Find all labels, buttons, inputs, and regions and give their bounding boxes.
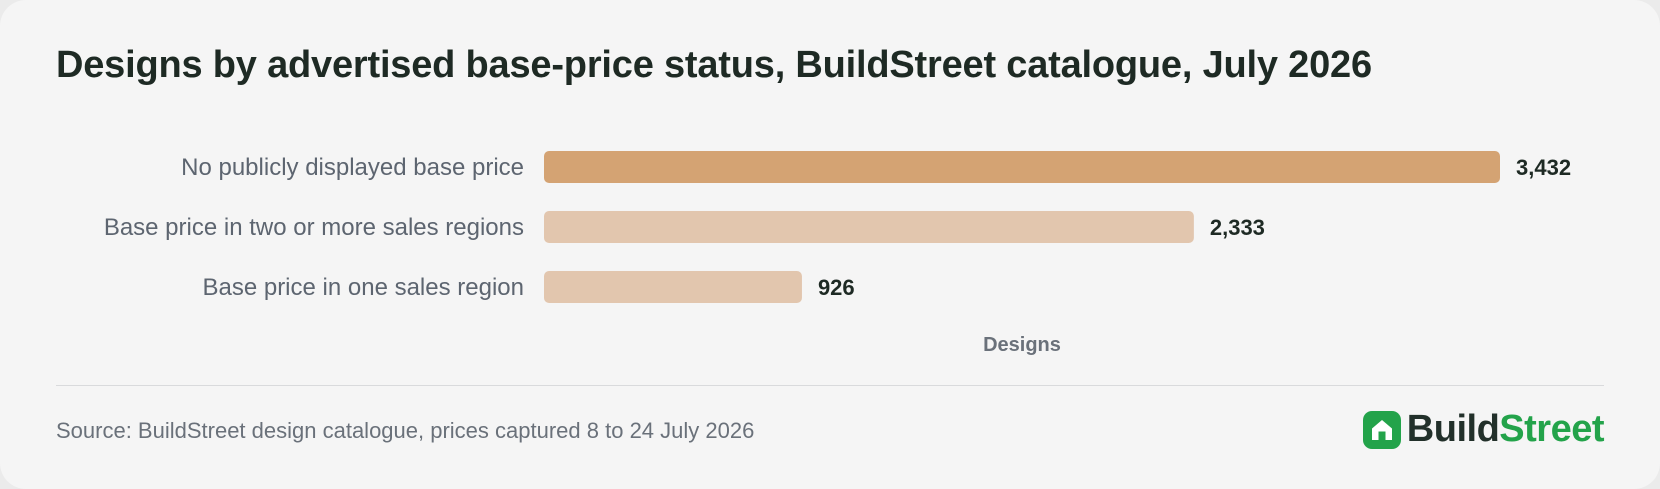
value-label: 3,432 (1516, 155, 1571, 180)
bar-chart: No publicly displayed base price 3,432 Bas… (104, 151, 1571, 356)
bar (544, 271, 802, 303)
brand-wordmark: BuildStreet (1406, 408, 1605, 451)
footer-divider (56, 385, 1604, 386)
chart-title: Designs by advertised base-price status,… (56, 44, 1372, 86)
bar (544, 151, 1500, 183)
value-label: 2,333 (1210, 215, 1265, 240)
category-label: No publicly displayed base price (181, 154, 524, 181)
bar (544, 211, 1194, 243)
category-label: Base price in two or more sales regions (104, 214, 524, 241)
house-icon (1362, 410, 1401, 449)
x-axis-label: Designs (983, 334, 1061, 356)
brand-name-street: Street (1499, 408, 1604, 450)
brand-logo: BuildStreet (1362, 408, 1605, 451)
value-label: 926 (818, 275, 855, 300)
brand-name-build: Build (1406, 408, 1500, 450)
category-label: Base price in one sales region (202, 274, 524, 301)
source-note: Source: BuildStreet design catalogue, pr… (56, 418, 755, 443)
